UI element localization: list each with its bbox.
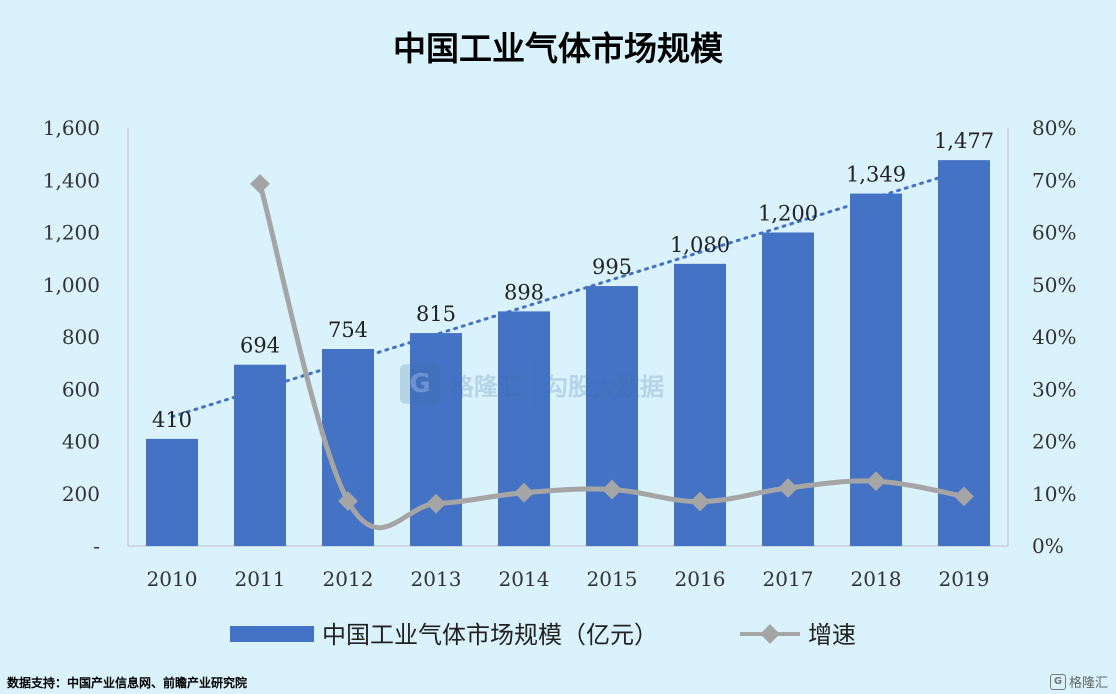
y-tick-label-right: 40%	[1032, 325, 1076, 349]
bar	[322, 349, 374, 546]
growth-marker	[250, 174, 270, 194]
bar	[234, 364, 286, 546]
bar-data-label: 815	[416, 302, 456, 326]
growth-marker	[338, 491, 358, 511]
y-tick-label-left: 1,000	[43, 273, 100, 297]
x-tick-label: 2015	[587, 567, 638, 591]
watermark-logo-icon: G	[400, 364, 440, 404]
y-tick-label-left: 1,600	[43, 116, 100, 140]
y-tick-label-right: 50%	[1032, 273, 1076, 297]
bar-data-label: 898	[504, 280, 544, 304]
legend-bar-label: 中国工业气体市场规模（亿元）	[322, 621, 658, 649]
y-tick-label-left: 200	[62, 482, 100, 506]
growth-line	[257, 183, 965, 530]
chart-title: 中国工业气体市场规模	[393, 29, 723, 68]
brand-mark: G 格隆汇	[1049, 672, 1108, 691]
x-tick-label: 2012	[323, 567, 374, 591]
bar-data-label: 754	[328, 318, 368, 342]
y-tick-label-right: 60%	[1032, 221, 1076, 245]
bar	[762, 232, 814, 546]
bar-data-label: 995	[592, 255, 632, 279]
y-tick-label-right: 0%	[1032, 534, 1064, 558]
y-tick-label-left: 600	[62, 377, 100, 401]
bar-data-label: 1,080	[670, 233, 730, 257]
bar	[146, 438, 198, 546]
bar	[498, 311, 550, 546]
growth-marker	[954, 486, 974, 507]
y-tick-label-left: 1,200	[43, 221, 100, 245]
y-tick-label-left: 400	[62, 430, 100, 454]
brand-logo-icon: G	[1049, 673, 1066, 690]
source-note: 数据支持：中国产业信息网、前瞻产业研究院	[7, 676, 248, 690]
bar-data-label: 1,477	[934, 129, 994, 153]
watermark-name1: 格隆汇	[450, 372, 522, 401]
growth-marker	[690, 491, 710, 512]
x-tick-label: 2018	[851, 567, 902, 591]
watermark: G 格隆汇 勾股大数据	[400, 362, 664, 406]
growth-marker	[778, 478, 798, 498]
legend-line-label: 增速	[808, 621, 856, 649]
x-tick-label: 2017	[763, 567, 814, 591]
x-tick-label: 2010	[147, 567, 198, 591]
bar-data-label: 1,200	[758, 202, 818, 226]
growth-marker	[514, 482, 534, 503]
bar-data-label: 694	[240, 334, 280, 358]
y-tick-label-right: 70%	[1032, 168, 1076, 192]
growth-marker	[602, 479, 622, 500]
combo-chart: - 200 400 600 800 1,000 1,200 1,400 1,600 0% 10% 20…	[43, 116, 1077, 649]
x-tick-label: 2014	[499, 567, 550, 591]
watermark-name2: 勾股大数据	[544, 372, 664, 401]
legend-line-marker	[760, 624, 780, 644]
y-tick-label-left: -	[93, 534, 100, 558]
bar-data-label: 410	[152, 408, 192, 432]
y-tick-label-left: 800	[62, 325, 100, 349]
y-tick-label-right: 20%	[1032, 430, 1076, 454]
bar	[938, 160, 990, 547]
y-tick-label-right: 80%	[1032, 116, 1076, 140]
x-tick-label: 2011	[235, 567, 286, 591]
x-tick-label: 2013	[411, 567, 462, 591]
legend-bar-swatch	[230, 626, 314, 642]
bar	[586, 286, 638, 546]
y-tick-label-right: 10%	[1032, 482, 1076, 506]
x-tick-label: 2016	[675, 567, 726, 591]
bar	[850, 193, 902, 547]
growth-marker	[866, 471, 886, 492]
x-tick-label: 2019	[939, 567, 990, 591]
y-tick-label-left: 1,400	[43, 168, 100, 192]
bar-data-label: 1,349	[846, 163, 906, 187]
y-tick-label-right: 30%	[1032, 377, 1076, 401]
brand-name: 格隆汇	[1068, 676, 1108, 691]
growth-marker	[426, 493, 446, 514]
watermark-separator	[532, 362, 534, 406]
